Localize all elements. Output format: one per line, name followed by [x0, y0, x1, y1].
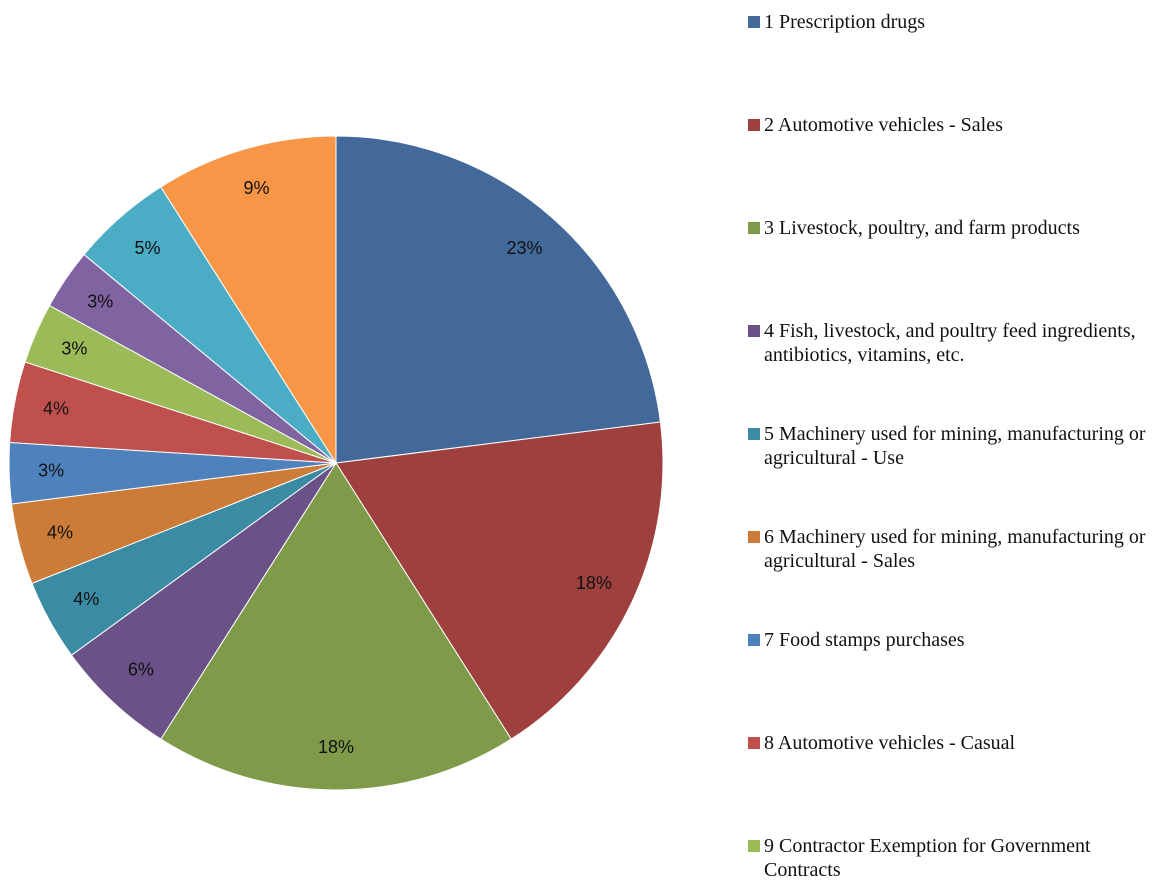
legend-label: 6 Machinery used for mining, manufacturi…: [764, 526, 1146, 572]
legend-label: 4 Fish, livestock, and poultry feed ingr…: [764, 320, 1136, 366]
data-label: 23%: [506, 238, 542, 258]
data-label: 18%: [576, 573, 612, 593]
legend-swatch: [748, 222, 760, 234]
legend-label: 1 Prescription drugs: [764, 11, 926, 33]
legend-swatch: [748, 840, 760, 852]
legend-item: 9 Contractor Exemption for Government Co…: [748, 834, 1153, 882]
legend-label: 2 Automotive vehicles - Sales: [764, 114, 1003, 136]
legend-swatch: [748, 531, 760, 543]
data-label: 3%: [61, 339, 87, 359]
data-label: 3%: [87, 292, 113, 312]
legend-item: 6 Machinery used for mining, manufacturi…: [748, 525, 1153, 573]
pie-slice: [335, 421, 664, 740]
legend-item: 5 Machinery used for mining, manufacturi…: [748, 422, 1153, 470]
legend-swatch: [748, 325, 760, 337]
legend-swatch: [748, 428, 760, 440]
legend-item: 7 Food stamps purchases: [748, 628, 1153, 652]
legend-item: 3 Livestock, poultry, and farm products: [748, 216, 1153, 240]
legend-label: 7 Food stamps purchases: [764, 629, 965, 651]
pie-slice: [335, 135, 661, 464]
legend-swatch: [748, 16, 760, 28]
pie-slice: [160, 462, 512, 791]
legend-label: 9 Contractor Exemption for Government Co…: [764, 835, 1091, 881]
legend-swatch: [748, 634, 760, 646]
data-label: 4%: [47, 523, 73, 543]
pie-slice: [160, 135, 337, 465]
pie-slice: [70, 462, 337, 740]
legend-label: 8 Automotive vehicles - Casual: [764, 732, 1016, 754]
data-label: 5%: [135, 238, 161, 258]
legend-swatch: [748, 737, 760, 749]
legend-item: 8 Automotive vehicles - Casual: [748, 731, 1153, 755]
pie-area: 23% 18% 18% 6% 4% 4% 3% 4% 3% 3% 5% 9%: [8, 135, 664, 791]
legend-item: 4 Fish, livestock, and poultry feed ingr…: [748, 319, 1153, 367]
data-label: 4%: [43, 398, 69, 418]
legend-label: 3 Livestock, poultry, and farm products: [764, 217, 1080, 239]
data-label: 18%: [318, 737, 354, 757]
data-label: 4%: [73, 589, 99, 609]
legend-item: 1 Prescription drugs: [748, 10, 1153, 34]
legend-swatch: [748, 119, 760, 131]
legend-item: 2 Automotive vehicles - Sales: [748, 113, 1153, 137]
data-label: 3%: [38, 461, 64, 481]
legend-label: 5 Machinery used for mining, manufacturi…: [764, 423, 1146, 469]
data-label: 6%: [128, 660, 154, 680]
data-label: 9%: [243, 178, 269, 198]
